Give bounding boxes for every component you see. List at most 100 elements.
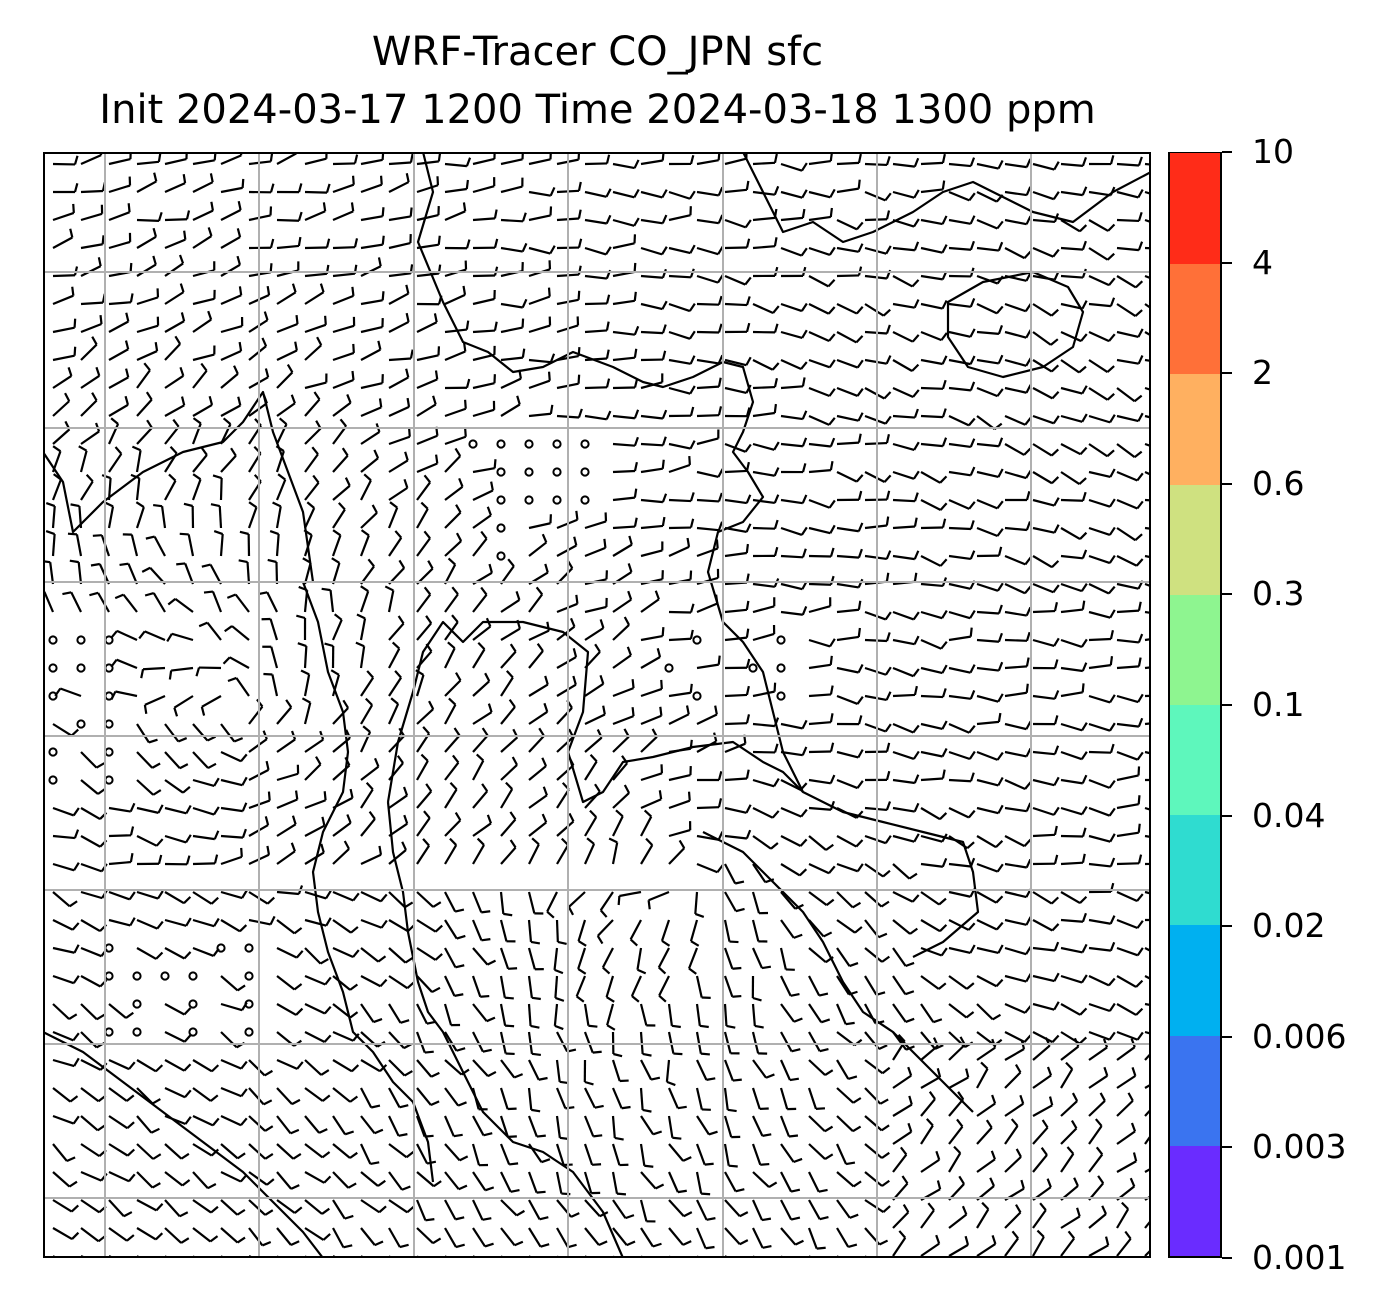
wind-barb-flag bbox=[615, 809, 624, 818]
calm-wind-circle bbox=[76, 663, 86, 673]
wind-barb-shaft bbox=[836, 608, 859, 614]
wind-barb-shaft bbox=[836, 947, 851, 967]
wind-barb-flag bbox=[125, 312, 130, 322]
wind-barb bbox=[500, 670, 514, 697]
wind-barb-flag bbox=[577, 181, 582, 192]
wind-barb-flag bbox=[968, 809, 976, 819]
wind-barb bbox=[528, 1059, 548, 1081]
wind-barb-shaft bbox=[1004, 862, 1027, 869]
wind-barb bbox=[164, 779, 191, 794]
wind-barb-flag bbox=[969, 381, 976, 391]
wind-barb bbox=[892, 774, 920, 785]
wind-barb bbox=[752, 546, 779, 558]
wind-barb bbox=[808, 835, 834, 851]
wind-barb-shaft bbox=[359, 535, 370, 557]
wind-barb-flag bbox=[575, 510, 579, 520]
wind-barb bbox=[332, 370, 355, 390]
wind-barb bbox=[577, 947, 587, 975]
wind-barb bbox=[164, 312, 186, 333]
wind-barb-shaft bbox=[695, 975, 703, 998]
wind-barb bbox=[304, 336, 323, 361]
wind-barb bbox=[164, 396, 186, 417]
wind-barb bbox=[948, 919, 976, 931]
map-panel[interactable] bbox=[43, 152, 1151, 1258]
wind-barb bbox=[976, 437, 1004, 448]
wind-barb-shaft bbox=[304, 851, 325, 865]
wind-barb-flag bbox=[1079, 446, 1088, 455]
wind-barb bbox=[696, 1199, 716, 1221]
wind-barb-flag bbox=[1137, 212, 1143, 222]
wind-barb-flag bbox=[531, 837, 540, 846]
wind-barb bbox=[192, 362, 208, 389]
wind-barb-shaft bbox=[416, 1003, 428, 1025]
wind-barb-flag bbox=[816, 1246, 826, 1250]
wind-barb-shaft bbox=[808, 386, 830, 398]
wind-barb-shaft bbox=[779, 947, 787, 970]
wind-barb-shaft bbox=[360, 853, 382, 865]
wind-barb-shaft bbox=[220, 1143, 239, 1160]
calm-wind-circle bbox=[580, 495, 590, 505]
wind-barb bbox=[1088, 656, 1114, 670]
wind-barb-flag bbox=[643, 809, 653, 818]
wind-barb bbox=[1116, 1030, 1144, 1041]
wind-barb bbox=[1088, 219, 1116, 232]
wind-barb bbox=[780, 891, 804, 910]
wind-barb-shaft bbox=[668, 774, 691, 782]
wind-barb-shaft bbox=[136, 751, 154, 769]
wind-barb bbox=[108, 395, 130, 417]
wind-barb-flag bbox=[1052, 191, 1060, 200]
wind-barb-shaft bbox=[780, 610, 803, 616]
wind-barb-shaft bbox=[220, 975, 239, 992]
wind-barb-flag bbox=[685, 705, 690, 715]
wind-barb-flag bbox=[904, 990, 915, 996]
wind-barb-shaft bbox=[948, 1003, 968, 1019]
wind-barb bbox=[724, 714, 751, 726]
wind-barb-shaft bbox=[689, 919, 699, 942]
colorbar-tick bbox=[1222, 814, 1232, 817]
wind-barb-flag bbox=[157, 211, 163, 222]
wind-barb bbox=[640, 837, 654, 865]
wind-barb-shaft bbox=[192, 1199, 212, 1214]
wind-barb-shaft bbox=[499, 1143, 511, 1165]
wind-barb-shaft bbox=[1144, 414, 1151, 419]
wind-barb-shaft bbox=[164, 918, 187, 927]
wind-barb bbox=[668, 206, 692, 222]
wind-barb-shaft bbox=[1004, 358, 1027, 367]
wind-barb-flag bbox=[1053, 776, 1060, 786]
wind-barb-flag bbox=[210, 1148, 220, 1157]
wind-barb-flag bbox=[968, 750, 976, 760]
wind-barb-shaft bbox=[1088, 219, 1109, 232]
wind-barb bbox=[296, 614, 307, 641]
wind-barb-flag bbox=[596, 935, 604, 945]
wind-barb bbox=[304, 1059, 330, 1076]
wind-barb bbox=[45, 530, 56, 557]
wind-barb-shaft bbox=[304, 763, 322, 781]
wind-barb-shaft bbox=[752, 778, 775, 788]
wind-barb-flag bbox=[969, 609, 976, 619]
wind-barb-shaft bbox=[444, 975, 456, 997]
wind-barb-flag bbox=[732, 994, 742, 998]
wind-barb-flag bbox=[129, 802, 136, 812]
wind-barb-shaft bbox=[695, 1031, 702, 1054]
wind-barb-shaft bbox=[472, 790, 489, 809]
wind-barb-shaft bbox=[1032, 1104, 1053, 1117]
wind-barb-shaft bbox=[1144, 806, 1151, 812]
wind-barb bbox=[1060, 1037, 1080, 1061]
wind-barb-shaft bbox=[723, 975, 734, 998]
wind-barb-shaft bbox=[444, 563, 457, 585]
wind-barb-flag bbox=[424, 1050, 434, 1054]
wind-barb bbox=[136, 419, 153, 445]
wind-barb-flag bbox=[793, 933, 803, 939]
map-title-line1: WRF-Tracer CO_JPN sfc bbox=[371, 29, 824, 75]
wind-barb-shaft bbox=[332, 848, 350, 865]
wind-barb-shaft bbox=[192, 1059, 213, 1073]
wind-barb-shaft bbox=[892, 275, 913, 288]
wind-barb-shaft bbox=[220, 294, 242, 306]
wind-barb-flag bbox=[717, 214, 724, 224]
wind-barb bbox=[276, 1058, 304, 1070]
wind-barb-flag bbox=[1025, 158, 1032, 168]
wind-barb-shaft bbox=[780, 190, 803, 199]
wind-barb bbox=[808, 498, 836, 509]
map-canvas[interactable] bbox=[43, 152, 1151, 1258]
wind-barb-flag bbox=[430, 1071, 440, 1078]
